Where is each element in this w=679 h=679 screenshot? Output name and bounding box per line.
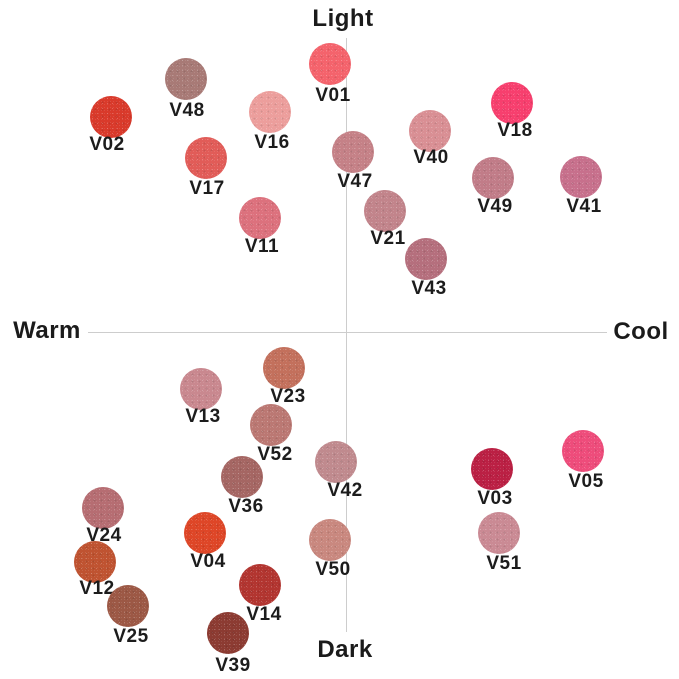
swatch-v14 — [239, 564, 281, 606]
swatch-label-v42: V42 — [327, 480, 363, 501]
swatch-v16 — [249, 91, 291, 133]
swatch-v24 — [82, 487, 124, 529]
swatch-v03 — [471, 448, 513, 490]
swatch-v40 — [409, 110, 451, 152]
swatch-label-v05: V05 — [568, 471, 604, 492]
swatch-v50 — [309, 519, 351, 561]
swatch-v42 — [315, 441, 357, 483]
swatch-v43 — [405, 238, 447, 280]
swatch-label-v13: V13 — [185, 406, 221, 427]
swatch-v23 — [263, 347, 305, 389]
swatch-label-v41: V41 — [566, 196, 602, 217]
swatch-label-v43: V43 — [411, 278, 447, 299]
axis-label-light: Light — [312, 5, 374, 32]
axis-label-warm: Warm — [13, 317, 81, 344]
swatch-label-v48: V48 — [169, 100, 205, 121]
swatch-v17 — [185, 137, 227, 179]
swatch-label-v17: V17 — [189, 178, 225, 199]
swatch-label-v49: V49 — [477, 196, 513, 217]
swatch-label-v18: V18 — [497, 120, 533, 141]
swatch-label-v52: V52 — [257, 444, 293, 465]
swatch-v13 — [180, 368, 222, 410]
swatch-label-v02: V02 — [89, 134, 125, 155]
swatch-label-v16: V16 — [254, 132, 290, 153]
vertical-axis-line — [346, 38, 347, 632]
swatch-label-v14: V14 — [246, 604, 282, 625]
swatch-label-v25: V25 — [113, 626, 149, 647]
swatch-v36 — [221, 456, 263, 498]
swatch-v01 — [309, 43, 351, 85]
swatch-v05 — [562, 430, 604, 472]
swatch-v12 — [74, 541, 116, 583]
swatch-label-v40: V40 — [413, 147, 449, 168]
swatch-v18 — [491, 82, 533, 124]
axis-label-cool: Cool — [613, 318, 669, 345]
swatch-label-v01: V01 — [315, 85, 351, 106]
axis-label-dark: Dark — [317, 636, 373, 663]
swatch-label-v12: V12 — [79, 578, 115, 599]
swatch-v02 — [90, 96, 132, 138]
swatch-label-v50: V50 — [315, 559, 351, 580]
swatch-label-v36: V36 — [228, 496, 264, 517]
swatch-label-v23: V23 — [270, 386, 306, 407]
swatch-label-v51: V51 — [486, 553, 522, 574]
swatch-label-v03: V03 — [477, 488, 513, 509]
swatch-v11 — [239, 197, 281, 239]
swatch-label-v47: V47 — [337, 171, 373, 192]
swatch-label-v24: V24 — [86, 525, 122, 546]
swatch-v39 — [207, 612, 249, 654]
swatch-v49 — [472, 157, 514, 199]
swatch-v47 — [332, 131, 374, 173]
swatch-label-v39: V39 — [215, 655, 251, 676]
swatch-v04 — [184, 512, 226, 554]
swatch-label-v04: V04 — [190, 551, 226, 572]
swatch-v25 — [107, 585, 149, 627]
horizontal-axis-line — [88, 332, 607, 333]
swatch-label-v11: V11 — [244, 236, 280, 257]
swatch-v21 — [364, 190, 406, 232]
swatch-v48 — [165, 58, 207, 100]
swatch-v52 — [250, 404, 292, 446]
swatch-v41 — [560, 156, 602, 198]
swatch-label-v21: V21 — [370, 228, 406, 249]
swatch-v51 — [478, 512, 520, 554]
